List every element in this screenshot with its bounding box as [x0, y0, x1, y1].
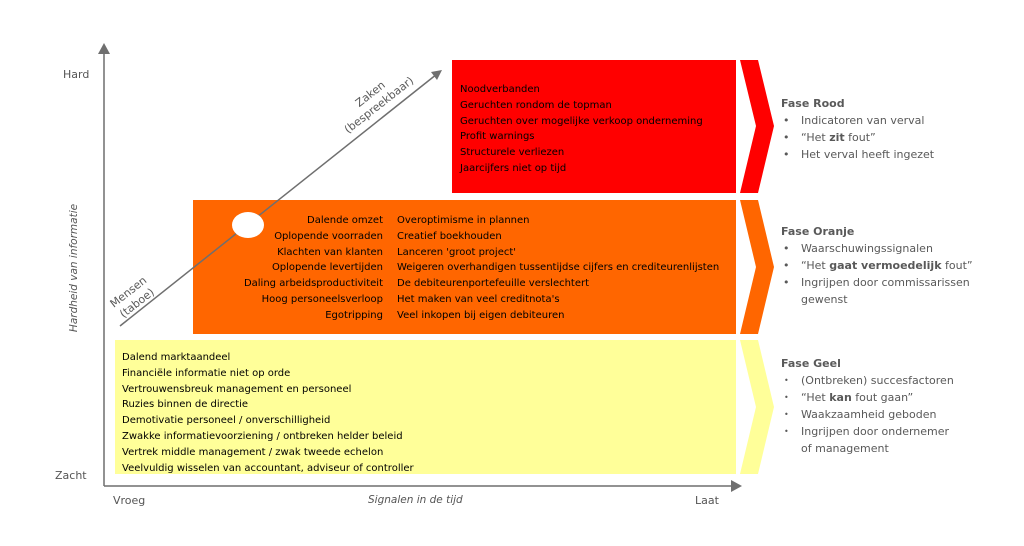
- red-signal: Structurele verliezen: [460, 147, 565, 159]
- phase-yellow-bullet: Waakzaamheid geboden: [781, 406, 954, 423]
- phase-red-title: Fase Rood: [781, 97, 845, 110]
- red-signal: Jaarcijfers niet op tijd: [460, 162, 567, 174]
- phase-red-box: Noodverbanden Geruchten rondom de topman…: [452, 60, 736, 193]
- x-axis-title: Signalen in de tijd: [368, 494, 463, 506]
- orange-signal: Creatief boekhouden: [397, 230, 502, 242]
- yellow-signal: Veelvuldig wisselen van accountant, advi…: [122, 462, 414, 474]
- phase-orange-bullet: Waarschuwingssignalen: [781, 240, 973, 257]
- orange-signal: Het maken van veel creditnota's: [397, 293, 560, 305]
- orange-signal: Egotripping: [325, 309, 383, 321]
- orange-signal: Oplopende voorraden: [274, 230, 383, 242]
- phase-red-bullet: Het verval heeft ingezet: [781, 146, 934, 163]
- phase-red-bullet: Indicatoren van verval: [781, 112, 934, 129]
- phase-orange-description: Fase Oranje Waarschuwingssignalen “Het g…: [781, 223, 973, 308]
- phase-yellow-title: Fase Geel: [781, 357, 841, 370]
- diagonal-arrow: [119, 73, 438, 327]
- red-signal: Profit warnings: [460, 131, 535, 143]
- yellow-signal: Ruzies binnen de directie: [122, 399, 249, 411]
- orange-signal: Oplopende levertijden: [271, 262, 383, 274]
- red-signal: Noodverbanden: [460, 84, 540, 95]
- phase-red-description: Fase Rood Indicatoren van verval “Het zi…: [781, 95, 934, 163]
- yellow-signal: Demotivatie personeel / onverschillighei…: [122, 415, 331, 427]
- orange-signal: De debiteurenportefeuille verslechtert: [397, 278, 590, 290]
- chevron-red: [740, 60, 774, 193]
- phase-yellow-bullet: (Ontbreken) succesfactoren: [781, 372, 954, 389]
- x-axis-arrowhead: [731, 480, 742, 492]
- yellow-signal: Vertrouwensbreuk management en personeel: [122, 383, 352, 395]
- phase-orange-title: Fase Oranje: [781, 225, 855, 238]
- orange-signal: Lanceren 'groot project': [397, 246, 517, 258]
- oval-marker: [232, 212, 264, 238]
- x-axis-left-label: Vroeg: [113, 494, 146, 507]
- phase-orange-bullet: “Het gaat vermoedelijk fout”: [781, 257, 973, 274]
- yellow-signal: Vertrek middle management / zwak tweede …: [122, 446, 384, 458]
- red-signal: Geruchten rondom de topman: [460, 99, 612, 111]
- phase-red-bullet: “Het zit fout”: [781, 129, 934, 146]
- y-axis-arrowhead: [98, 43, 110, 54]
- diagonal-arrowhead: [431, 70, 442, 80]
- phase-yellow-description: Fase Geel (Ontbreken) succesfactoren “He…: [781, 355, 954, 457]
- orange-signal-list-right: Overoptimisme in plannen Creatief boekho…: [397, 213, 719, 324]
- red-signal: Geruchten over mogelijke verkoop onderne…: [460, 115, 703, 127]
- chevron-orange: [740, 200, 774, 334]
- yellow-signal: Dalend marktaandeel: [122, 352, 231, 363]
- phase-yellow-bullet: “Het kan fout gaan”: [781, 389, 954, 406]
- red-signal-list: Noodverbanden Geruchten rondom de topman…: [460, 82, 703, 177]
- orange-signal: Klachten van klanten: [277, 246, 383, 258]
- orange-signal: Hoog personeelsverloop: [261, 293, 383, 305]
- yellow-signal: Zwakke informatievoorziening / ontbreken…: [122, 430, 403, 442]
- phase-orange-box: Dalende omzet Oplopende voorraden Klacht…: [193, 200, 736, 334]
- y-axis-top-label: Hard: [63, 68, 90, 81]
- phase-yellow-box: Dalend marktaandeel Financiële informati…: [115, 340, 736, 474]
- orange-signal: Weigeren overhandigen tussentijdse cijfe…: [397, 262, 720, 274]
- y-axis-title: Hardheid van informatie: [68, 203, 80, 333]
- yellow-signal: Financiële informatie niet op orde: [122, 367, 291, 379]
- yellow-signal-list: Dalend marktaandeel Financiële informati…: [122, 350, 414, 476]
- orange-signal: Daling arbeidsproductiviteit: [243, 278, 383, 290]
- y-axis-bottom-label: Zacht: [55, 469, 87, 482]
- orange-signal: Overoptimisme in plannen: [397, 215, 530, 226]
- orange-signal: Dalende omzet: [307, 215, 383, 226]
- chevron-yellow: [740, 340, 774, 474]
- orange-signal: Veel inkopen bij eigen debiteuren: [397, 309, 565, 321]
- x-axis-right-label: Laat: [695, 494, 719, 507]
- orange-signal-list-left: Dalende omzet Oplopende voorraden Klacht…: [244, 213, 383, 324]
